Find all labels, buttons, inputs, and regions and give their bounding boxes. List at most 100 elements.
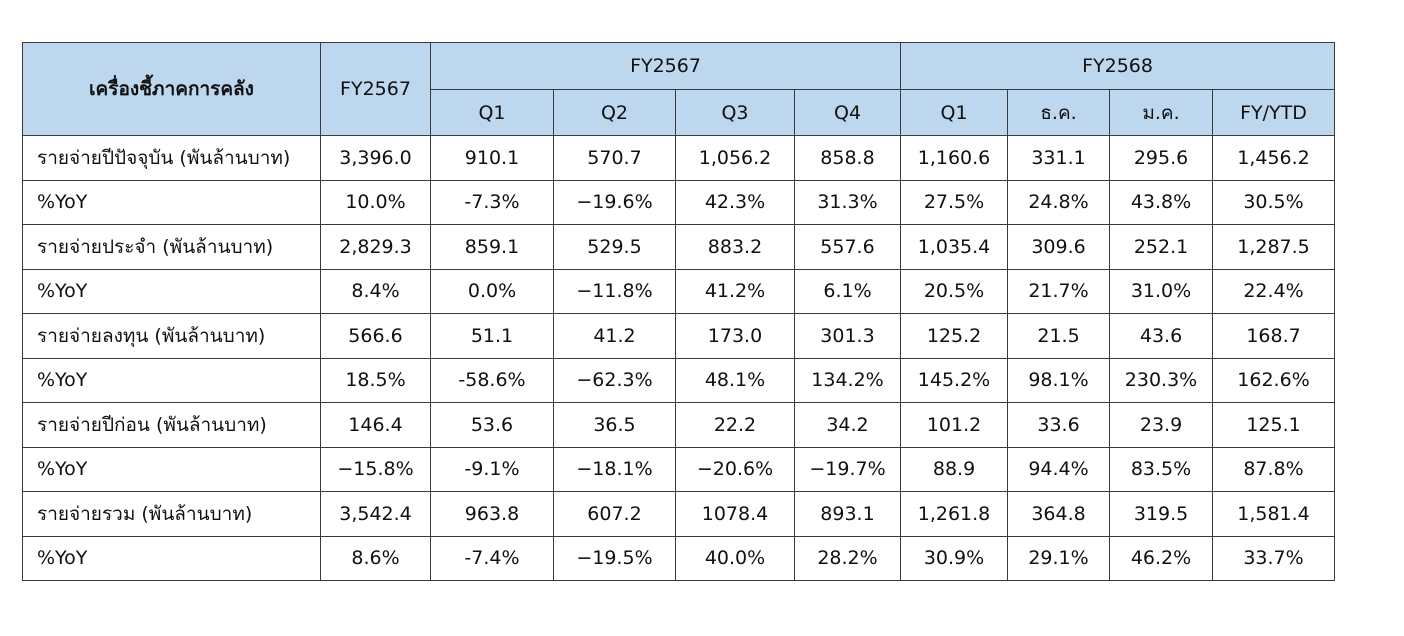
table-cell: 301.3 [793, 313, 902, 359]
table-cell: 33.7% [1212, 535, 1336, 581]
row-label: รายจ่ายประจำ (พันล้านบาท) [22, 224, 321, 270]
table-cell: 168.7 [1212, 313, 1336, 359]
table-cell: −19.7% [793, 446, 902, 492]
table-row: %YoY 10.0% -7.3% −19.6% 42.3% 31.3% 27.5% 24.8%… [22, 179, 1336, 225]
table-cell: 319.5 [1109, 491, 1214, 537]
table-cell: −15.8% [320, 446, 431, 492]
table-cell: 22.2 [675, 402, 795, 448]
table-cell: 23.9 [1109, 402, 1214, 448]
table-cell: 162.6% [1212, 357, 1336, 403]
fiscal-indicator-table-container: เครื่องชี้ภาคการคลัง FY2567 FY2567 FY256… [22, 42, 1336, 581]
header-group-curr: FY2568 [900, 42, 1336, 90]
table-cell: 42.3% [675, 179, 795, 225]
header-sub-column: ธ.ค. [1007, 89, 1111, 136]
header-sub-column: Q1 [430, 89, 554, 136]
row-label: %YoY [22, 179, 321, 225]
table-cell: 910.1 [430, 135, 554, 181]
table-cell: -9.1% [430, 446, 554, 492]
header-sub-column: ม.ค. [1109, 89, 1214, 136]
table-cell: 31.0% [1109, 268, 1214, 314]
table-cell: 295.6 [1109, 135, 1214, 181]
table-cell: 1,160.6 [900, 135, 1009, 181]
header-row-sub: Q1 Q2 Q3 Q4 Q1 ธ.ค. ม.ค. FY/YTD [23, 89, 1336, 136]
table-cell: 24.8% [1007, 179, 1111, 225]
row-label: รายจ่ายลงทุน (พันล้านบาท) [22, 313, 321, 359]
table-cell: 21.5 [1007, 313, 1111, 359]
table-cell: 34.2 [793, 402, 902, 448]
table-row: %YoY 8.4% 0.0% −11.8% 41.2% 6.1% 20.5% 21.7% 31.… [22, 268, 1336, 314]
table-cell: −19.5% [553, 535, 676, 581]
table-row: รายจ่ายปีปัจจุบัน (พันล้านบาท) 3,396.0 910… [22, 135, 1336, 181]
table-cell: 125.2 [900, 313, 1009, 359]
table-cell: 125.1 [1212, 402, 1336, 448]
table-row: รายจ่ายประจำ (พันล้านบาท) 2,829.3 859.1 529… [22, 224, 1336, 270]
header-sub-column: FY/YTD [1212, 89, 1336, 136]
row-label: รายจ่ายรวม (พันล้านบาท) [22, 491, 321, 537]
table-cell: 43.6 [1109, 313, 1214, 359]
table-cell: 557.6 [793, 224, 902, 270]
table-row: %YoY 18.5% -58.6% −62.3% 48.1% 134.2% 145.2% 98… [22, 357, 1336, 403]
table-cell: 566.6 [320, 313, 431, 359]
table-cell: 570.7 [553, 135, 676, 181]
table-cell: −20.6% [675, 446, 795, 492]
row-label: %YoY [22, 446, 321, 492]
table-cell: 53.6 [430, 402, 554, 448]
table-cell: 146.4 [320, 402, 431, 448]
table-row: รายจ่ายลงทุน (พันล้านบาท) 566.6 51.1 41.2 17… [22, 313, 1336, 359]
header-row-top: เครื่องชี้ภาคการคลัง FY2567 FY2567 FY256… [22, 42, 1336, 136]
table-cell: 2,829.3 [320, 224, 431, 270]
table-cell: 29.1% [1007, 535, 1111, 581]
table-cell: 1,035.4 [900, 224, 1009, 270]
table-cell: −62.3% [553, 357, 676, 403]
table-header: เครื่องชี้ภาคการคลัง FY2567 FY2567 FY256… [22, 42, 1336, 136]
row-label: %YoY [22, 535, 321, 581]
table-cell: 41.2 [553, 313, 676, 359]
row-label: %YoY [22, 268, 321, 314]
table-cell: 41.2% [675, 268, 795, 314]
table-cell: 963.8 [430, 491, 554, 537]
table-cell: 145.2% [900, 357, 1009, 403]
table-row: %YoY −15.8% -9.1% −18.1% −20.6% −19.7% 88.9 94.… [22, 446, 1336, 492]
table-cell: 3,396.0 [320, 135, 431, 181]
table-cell: 529.5 [553, 224, 676, 270]
table-cell: 1,261.8 [900, 491, 1009, 537]
table-cell: 309.6 [1007, 224, 1111, 270]
table-cell: 94.4% [1007, 446, 1111, 492]
table-cell: 1078.4 [675, 491, 795, 537]
table-cell: 33.6 [1007, 402, 1111, 448]
table-cell: -7.4% [430, 535, 554, 581]
table-cell: 134.2% [793, 357, 902, 403]
table-cell: 87.8% [1212, 446, 1336, 492]
table-cell: 0.0% [430, 268, 554, 314]
header-sub-column: Q2 [553, 89, 676, 136]
table-cell: -58.6% [430, 357, 554, 403]
table-cell: 607.2 [553, 491, 676, 537]
table-cell: 10.0% [320, 179, 431, 225]
table-cell: 230.3% [1109, 357, 1214, 403]
table-cell: 43.8% [1109, 179, 1214, 225]
table-cell: 27.5% [900, 179, 1009, 225]
table-cell: 858.8 [793, 135, 902, 181]
table-cell: 48.1% [675, 357, 795, 403]
table-cell: 28.2% [793, 535, 902, 581]
table-cell: 40.0% [675, 535, 795, 581]
row-label: รายจ่ายปีก่อน (พันล้านบาท) [22, 402, 321, 448]
table-cell: 30.9% [900, 535, 1009, 581]
table-cell: 101.2 [900, 402, 1009, 448]
table-cell: 36.5 [553, 402, 676, 448]
header-sub-column: Q1 [900, 89, 1009, 136]
table-cell: 22.4% [1212, 268, 1336, 314]
table-cell: 1,581.4 [1212, 491, 1336, 537]
table-row: รายจ่ายปีก่อน (พันล้านบาท) 146.4 53.6 36.5 2… [22, 402, 1336, 448]
table-cell: 20.5% [900, 268, 1009, 314]
table-cell: 83.5% [1109, 446, 1214, 492]
row-label: รายจ่ายปีปัจจุบัน (พันล้านบาท) [22, 135, 321, 181]
table-cell: 6.1% [793, 268, 902, 314]
table-cell: 88.9 [900, 446, 1009, 492]
header-group-prev: FY2567 [429, 42, 902, 90]
table-cell: −19.6% [553, 179, 676, 225]
table-cell: 8.4% [320, 268, 431, 314]
table-cell: −18.1% [553, 446, 676, 492]
table-cell: 1,456.2 [1212, 135, 1336, 181]
table-cell: 18.5% [320, 357, 431, 403]
